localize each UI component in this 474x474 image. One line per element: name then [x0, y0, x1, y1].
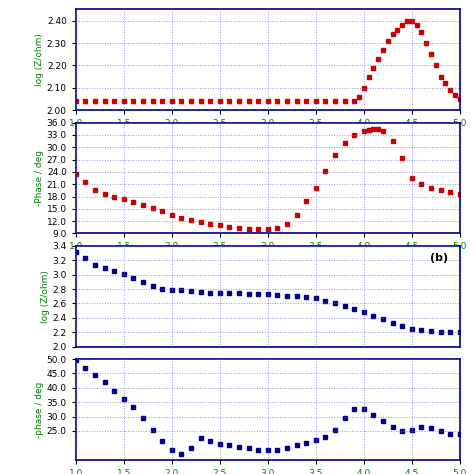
Y-axis label: log (Z/ohm): log (Z/ohm)	[41, 270, 50, 323]
Y-axis label: log (Z/ohm): log (Z/ohm)	[35, 34, 44, 86]
X-axis label: log (Freq/Hz): log (Freq/Hz)	[237, 130, 299, 140]
Y-axis label: -phase / deg: -phase / deg	[35, 381, 44, 438]
Text: (b): (b)	[430, 253, 448, 263]
Y-axis label: -Phase / deg: -Phase / deg	[35, 150, 44, 206]
X-axis label: log (Freq/Hz): log (Freq/Hz)	[237, 253, 299, 263]
